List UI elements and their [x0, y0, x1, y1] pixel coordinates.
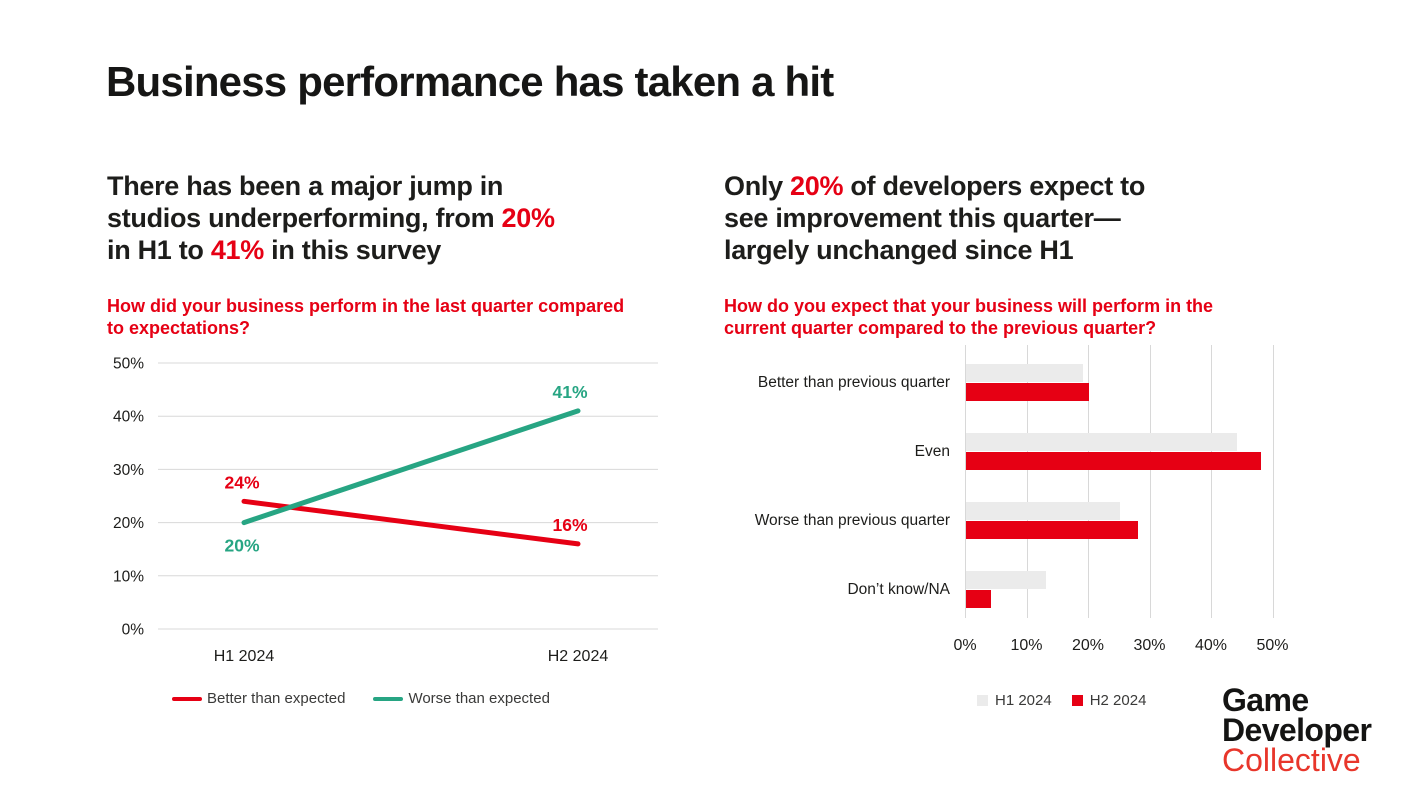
category-label: Better than previous quarter: [757, 374, 950, 391]
gridline: [965, 345, 966, 618]
y-axis-tick: 40%: [113, 409, 144, 426]
series-line: [241, 498, 581, 547]
line-chart: 0% 10% 20% 30% 40% 50% H1 2024 H2 2024 24% 16% 20%…: [100, 345, 660, 675]
heading-text: Only: [724, 171, 791, 201]
category-label: Worse than previous quarter: [754, 512, 950, 529]
heading-highlight: 41%: [210, 235, 264, 265]
legend-item: H1 2024: [977, 692, 1052, 709]
bar-h2-2024: [966, 590, 991, 608]
y-axis-tick: 20%: [113, 515, 144, 532]
bar-h2-2024: [966, 521, 1139, 539]
y-axis-tick: 10%: [113, 568, 144, 585]
heading-text: largely unchanged since H1: [724, 235, 1074, 265]
heading-text: studios underperforming, from: [107, 203, 502, 233]
heading-text: see improvement this quarter—: [724, 203, 1121, 233]
bar-h1-2024: [966, 433, 1237, 451]
legend-item: Better than expected: [172, 690, 345, 707]
legend-label: H2 2024: [1089, 692, 1147, 709]
heading-text: in this survey: [263, 235, 442, 265]
left-chart-question: How did your business perform in the las…: [107, 296, 625, 338]
data-label: 24%: [224, 472, 259, 492]
category-label: Even: [914, 443, 950, 460]
legend-line-swatch: [172, 696, 202, 701]
legend-item: Worse than expected: [373, 690, 550, 707]
legend-label: Better than expected: [207, 690, 346, 707]
gridline: [1088, 345, 1089, 618]
y-axis-tick: 50%: [113, 356, 144, 373]
gridline: [1211, 345, 1212, 618]
y-axis-tick: 0%: [122, 622, 145, 639]
legend-item: H2 2024: [1071, 692, 1147, 709]
x-axis-tick: 40%: [1194, 637, 1228, 654]
y-axis-tick: 30%: [113, 462, 144, 479]
heading-highlight: 20%: [790, 171, 844, 201]
x-axis-tick: 30%: [1133, 637, 1166, 654]
heading-text: There has been a major jump in: [107, 171, 504, 201]
heading-text: of developers expect to: [843, 171, 1146, 201]
x-axis-tick: 20%: [1071, 637, 1105, 654]
line-chart-legend: Better than expected Worse than expected: [172, 690, 550, 707]
logo-line-game: Game: [1222, 682, 1309, 718]
bar-h1-2024: [966, 364, 1083, 382]
x-axis-label: H2 2024: [548, 648, 609, 665]
left-heading: There has been a major jump in studios un…: [107, 170, 707, 266]
heading-highlight: 20%: [501, 203, 555, 233]
bar-chart: 0% 10% 20% 30% 40% 50% Better than previous qu…: [724, 345, 1344, 675]
gridline: [1026, 345, 1028, 618]
x-axis-label: H1 2024: [214, 648, 275, 665]
x-axis-tick: 50%: [1256, 637, 1289, 654]
data-label: 20%: [224, 536, 259, 556]
x-axis-tick: 10%: [1010, 637, 1043, 654]
legend-square-swatch: [1071, 695, 1083, 706]
logo-line-collective: Collective: [1222, 742, 1361, 778]
data-label: 16%: [552, 515, 587, 535]
right-heading: Only 20% of developers expect to see impr…: [724, 170, 1344, 266]
data-label: 41%: [552, 382, 587, 402]
line-chart-svg: 0% 10% 20% 30% 40% 50% H1 2024 H2 2024 24% 16% 20%…: [113, 356, 658, 665]
gridline: [1272, 345, 1274, 618]
legend-label: H1 2024: [995, 692, 1052, 709]
heading-text: in H1 to: [107, 235, 211, 265]
category-label: Don’t know/NA: [847, 581, 950, 598]
page-title: Business performance has taken a hit: [106, 58, 834, 105]
right-chart-question: How do you expect that your business wil…: [724, 296, 1214, 338]
legend-square-swatch: [977, 695, 988, 706]
legend-line-swatch: [373, 696, 404, 701]
bar-chart-legend: H1 2024 H2 2024: [977, 692, 1146, 709]
legend-label: Worse than expected: [408, 690, 550, 707]
game-developer-collective-logo: Game Developer Collective: [1222, 682, 1372, 778]
bar-h2-2024: [966, 383, 1089, 401]
series-line: [241, 408, 581, 526]
bar-h1-2024: [966, 502, 1120, 520]
logo-line-developer: Developer: [1222, 712, 1372, 748]
x-axis-tick: 0%: [953, 637, 977, 654]
bar-h2-2024: [966, 452, 1262, 470]
bar-h1-2024: [966, 571, 1046, 589]
gridline: [1149, 345, 1151, 618]
